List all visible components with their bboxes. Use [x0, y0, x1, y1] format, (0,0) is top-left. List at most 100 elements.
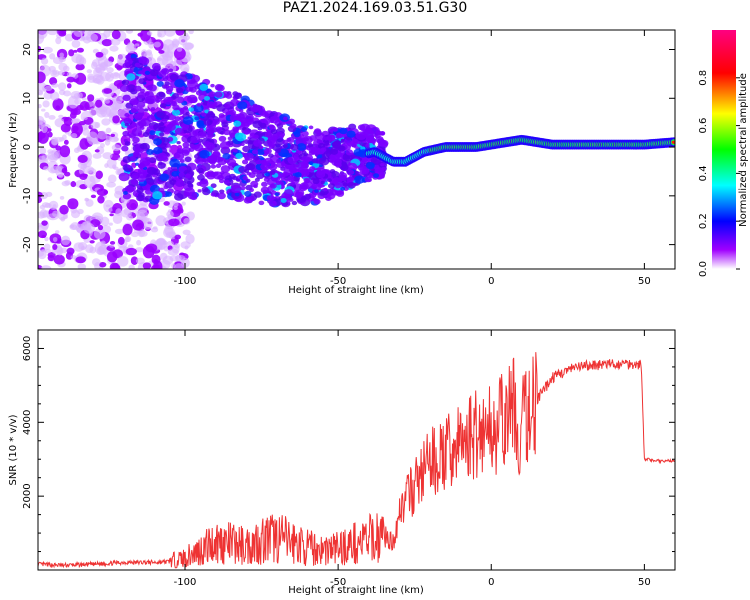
heatmap-cell [126, 73, 136, 81]
heatmap-cell [182, 142, 190, 148]
heatmap-cell [106, 181, 116, 188]
heatmap-cell [153, 260, 163, 269]
heatmap-cell [268, 124, 275, 130]
heatmap-cell [109, 244, 115, 248]
heatmap-cell [357, 164, 366, 171]
heatmap-cell [77, 208, 84, 215]
heatmap-cell [39, 147, 47, 155]
heatmap-cell [100, 62, 109, 71]
heatmap-cell [326, 192, 336, 200]
heatmap-cell [63, 139, 69, 145]
heatmap-cell [274, 192, 280, 197]
heatmap-cell [134, 43, 140, 47]
heatmap-cell [156, 81, 164, 87]
heatmap-cell [165, 89, 173, 95]
heatmap-cell [320, 147, 327, 153]
heatmap-cell [374, 133, 381, 139]
heatmap-cell [185, 233, 195, 245]
heatmap-cell [276, 123, 284, 129]
heatmap-cell [243, 129, 251, 135]
heatmap-cell [136, 239, 141, 246]
heatmap-cell [162, 39, 175, 52]
heatmap-cell [167, 248, 179, 256]
heatmap-cell [49, 53, 56, 60]
heatmap-cell [158, 121, 165, 127]
heatmap-cell [368, 142, 374, 147]
heatmap-cell [114, 190, 123, 199]
heatmap-cell [124, 141, 131, 146]
heatmap-cell [346, 176, 355, 183]
heatmap-cell [182, 116, 194, 125]
heatmap-cell [91, 59, 100, 67]
heatmap-cell [132, 136, 140, 143]
heatmap-cell [184, 173, 191, 179]
heatmap-cell [102, 152, 113, 160]
heatmap-cell [124, 185, 135, 193]
heatmap-cell [212, 118, 220, 125]
heatmap-cell [89, 240, 95, 244]
heatmap-cell [97, 195, 105, 204]
heatmap-cell [218, 135, 227, 142]
heatmap-cell [70, 255, 77, 260]
heatmap-cell [110, 133, 115, 138]
heatmap-cell [76, 47, 84, 53]
heatmap-cell [300, 155, 310, 164]
spectrogram-y-tick-label: 20 [22, 43, 33, 56]
snr-y-tick-label: 4000 [22, 410, 33, 435]
heatmap-cell [364, 176, 372, 183]
heatmap-cell [205, 142, 215, 151]
heatmap-cell [348, 170, 355, 175]
heatmap-cell [38, 230, 47, 239]
heatmap-cell [193, 143, 204, 152]
heatmap-cell [66, 71, 72, 78]
heatmap-cell [248, 188, 254, 193]
heatmap-cell [179, 159, 185, 164]
colorbar-ticks: 0.0 0.2 0.4 0.6 0.8 [698, 70, 740, 277]
heatmap-cell [250, 104, 260, 113]
heatmap-cell [209, 159, 216, 165]
heatmap-cell [293, 131, 301, 138]
heatmap-cell [127, 165, 132, 169]
heatmap-cell [125, 237, 130, 243]
heatmap-cell [290, 143, 299, 151]
heatmap-cell [58, 30, 67, 37]
heatmap-cell [136, 194, 144, 202]
heatmap-cell [187, 79, 198, 89]
heatmap-cell [87, 73, 95, 80]
heatmap-cell [137, 119, 147, 127]
heatmap-cell [118, 172, 130, 182]
snr-x-label: Height of straight line (km) [288, 585, 424, 596]
heatmap-cell [223, 129, 231, 136]
heatmap-cell [87, 94, 95, 102]
heatmap-cell [128, 264, 135, 269]
heatmap-cell [69, 111, 77, 119]
heatmap-cell [247, 139, 253, 145]
heatmap-cell [59, 145, 71, 158]
heatmap-cell [91, 258, 101, 267]
snr-y-tick-label: 6000 [22, 336, 33, 361]
heatmap-cell [78, 120, 86, 126]
heatmap-cell [199, 150, 210, 159]
heatmap-cell [317, 142, 326, 149]
heatmap-cell [142, 217, 153, 230]
heatmap-cell [168, 68, 174, 73]
heatmap-cell [159, 137, 170, 146]
heatmap-cell [130, 256, 139, 265]
heatmap-cell [336, 190, 345, 197]
heatmap-cell [127, 124, 133, 130]
heatmap-cell [47, 128, 52, 132]
heatmap-cell [241, 159, 249, 165]
heatmap-cell [224, 103, 231, 109]
heatmap-cell [79, 173, 88, 181]
heatmap-cell [149, 69, 159, 77]
heatmap-cell [163, 185, 169, 190]
heatmap-cell [119, 85, 129, 92]
heatmap-cell [178, 34, 188, 46]
heatmap-cell [48, 65, 56, 72]
heatmap-cell [339, 127, 348, 135]
heatmap-cell [79, 138, 90, 150]
heatmap-cell [73, 92, 81, 99]
heatmap-cell [240, 185, 246, 191]
colorbar-label: Normalized spectral amplitude [738, 73, 749, 227]
